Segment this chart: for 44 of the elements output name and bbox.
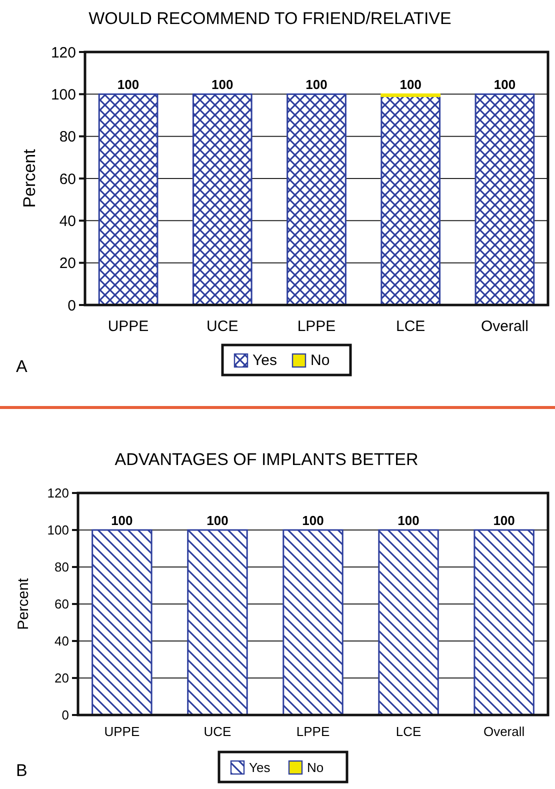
legend-label: No bbox=[307, 760, 324, 775]
y-tick-label: 20 bbox=[59, 255, 76, 272]
y-tick-label: 80 bbox=[59, 128, 76, 146]
total-label: 100 bbox=[398, 513, 420, 528]
total-label: 100 bbox=[302, 513, 324, 528]
total-label: 100 bbox=[206, 513, 228, 528]
total-label: 100 bbox=[493, 513, 515, 528]
y-tick-label: 100 bbox=[47, 522, 69, 538]
total-label: 100 bbox=[212, 77, 234, 92]
y-axis-title: Percent bbox=[15, 577, 32, 630]
y-tick-label: 20 bbox=[54, 670, 69, 686]
y-tick-label: 60 bbox=[59, 170, 76, 188]
x-tick-label: UCE bbox=[204, 724, 232, 739]
total-label: 100 bbox=[117, 77, 140, 92]
y-tick-label: 0 bbox=[62, 708, 69, 723]
total-label: 100 bbox=[494, 77, 516, 92]
total-label: 100 bbox=[306, 77, 328, 92]
x-tick-label: Overall bbox=[480, 318, 528, 335]
y-tick-label: 40 bbox=[54, 634, 69, 649]
y-axis-title: Percent bbox=[20, 148, 39, 208]
legend-label: Yes bbox=[249, 760, 271, 775]
y-tick-label: 120 bbox=[47, 486, 69, 501]
legend-label: Yes bbox=[252, 352, 277, 369]
x-tick-label: UPPE bbox=[108, 318, 149, 335]
x-tick-label: LCE bbox=[396, 724, 422, 739]
x-tick-label: LCE bbox=[396, 318, 426, 335]
x-tick-label: LPPE bbox=[296, 724, 330, 739]
x-tick-label: LPPE bbox=[297, 318, 336, 335]
legend-label: No bbox=[310, 352, 330, 369]
y-tick-label: 0 bbox=[68, 297, 76, 314]
chart-title: WOULD RECOMMEND TO FRIEND/RELATIVE bbox=[88, 9, 452, 28]
total-label: 100 bbox=[111, 513, 133, 528]
x-tick-label: UCE bbox=[206, 318, 238, 335]
text: B bbox=[16, 761, 28, 780]
text: A bbox=[16, 357, 28, 376]
total-label: 100 bbox=[400, 77, 422, 92]
y-tick-label: 100 bbox=[50, 86, 76, 104]
y-tick-label: 120 bbox=[50, 44, 76, 62]
x-tick-label: UPPE bbox=[104, 724, 140, 739]
y-tick-label: 80 bbox=[54, 560, 69, 575]
x-tick-label: Overall bbox=[483, 724, 525, 739]
chart-title: ADVANTAGES OF IMPLANTS BETTER bbox=[114, 450, 418, 469]
y-tick-label: 60 bbox=[54, 596, 69, 612]
y-tick-label: 40 bbox=[59, 212, 76, 230]
